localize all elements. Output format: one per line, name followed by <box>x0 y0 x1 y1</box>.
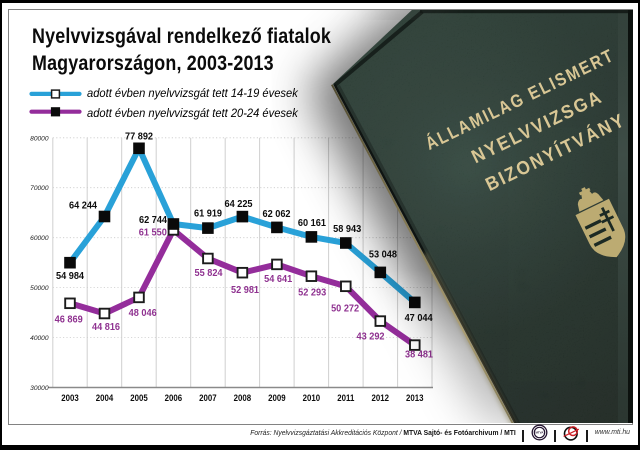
svg-text:64 244: 64 244 <box>69 200 98 212</box>
svg-text:2011: 2011 <box>337 392 354 403</box>
svg-text:2007: 2007 <box>199 392 217 403</box>
svg-text:47 044: 47 044 <box>405 313 434 325</box>
svg-text:60000: 60000 <box>30 235 49 242</box>
svg-text:60 161: 60 161 <box>298 218 327 230</box>
svg-text:70000: 70000 <box>30 185 49 192</box>
svg-text:58 943: 58 943 <box>333 223 362 235</box>
svg-text:48 046: 48 046 <box>129 307 158 319</box>
svg-text:77 892: 77 892 <box>125 131 153 143</box>
svg-text:62 744: 62 744 <box>139 214 168 226</box>
svg-text:2008: 2008 <box>234 392 252 403</box>
svg-text:52 293: 52 293 <box>298 287 327 299</box>
svg-text:54 641: 54 641 <box>264 273 293 285</box>
svg-text:80000: 80000 <box>30 135 49 142</box>
svg-text:50000: 50000 <box>30 285 49 292</box>
svg-text:52 981: 52 981 <box>231 285 260 297</box>
svg-text:61 550: 61 550 <box>139 227 167 239</box>
svg-text:64 225: 64 225 <box>224 198 253 210</box>
svg-text:2003: 2003 <box>61 392 79 403</box>
svg-text:43 292: 43 292 <box>356 331 384 343</box>
svg-text:2009: 2009 <box>268 392 286 403</box>
svg-text:54 984: 54 984 <box>56 270 85 282</box>
svg-text:38 481: 38 481 <box>405 349 434 361</box>
svg-text:2013: 2013 <box>406 392 424 403</box>
svg-text:2005: 2005 <box>130 392 148 403</box>
svg-text:40000: 40000 <box>30 335 49 342</box>
svg-text:2012: 2012 <box>372 392 390 403</box>
svg-text:44 816: 44 816 <box>92 322 121 334</box>
svg-text:55 824: 55 824 <box>194 267 223 279</box>
svg-text:2010: 2010 <box>303 392 321 403</box>
svg-text:61 919: 61 919 <box>194 208 223 220</box>
svg-text:50 272: 50 272 <box>331 303 359 315</box>
svg-text:53 048: 53 048 <box>369 249 398 261</box>
svg-text:2004: 2004 <box>96 392 114 403</box>
svg-text:MTVA: MTVA <box>535 431 544 435</box>
svg-text:46 869: 46 869 <box>55 314 84 326</box>
svg-text:2006: 2006 <box>165 392 183 403</box>
svg-text:62 062: 62 062 <box>262 209 290 221</box>
svg-text:30000: 30000 <box>30 385 49 392</box>
